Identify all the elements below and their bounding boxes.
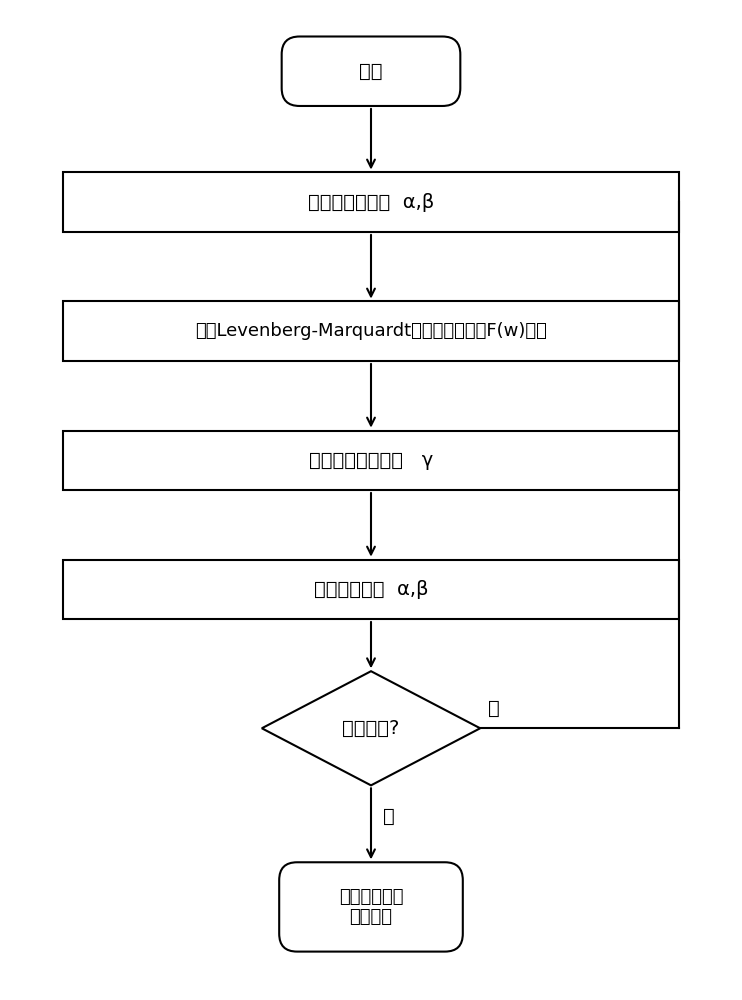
FancyBboxPatch shape xyxy=(279,862,463,952)
Text: 是否收敛?: 是否收敛? xyxy=(342,719,400,738)
Text: 初始化性能参数  α,β: 初始化性能参数 α,β xyxy=(308,193,434,212)
Bar xyxy=(63,301,679,361)
Bar xyxy=(63,431,679,490)
Text: 否: 否 xyxy=(488,699,500,718)
Bar xyxy=(63,560,679,619)
Text: 计算有效参数个数   γ: 计算有效参数个数 γ xyxy=(309,451,433,470)
Text: 更新性能参数  α,β: 更新性能参数 α,β xyxy=(314,580,428,599)
Text: 利用Levenberg-Marquardt算法使目标函数F(w)最小: 利用Levenberg-Marquardt算法使目标函数F(w)最小 xyxy=(195,322,547,340)
Text: 结束，返回性
能参数值: 结束，返回性 能参数值 xyxy=(339,888,403,926)
FancyBboxPatch shape xyxy=(282,36,460,106)
Polygon shape xyxy=(262,671,480,785)
Bar xyxy=(63,172,679,232)
Text: 是: 是 xyxy=(383,807,395,826)
Text: 开始: 开始 xyxy=(359,62,383,81)
